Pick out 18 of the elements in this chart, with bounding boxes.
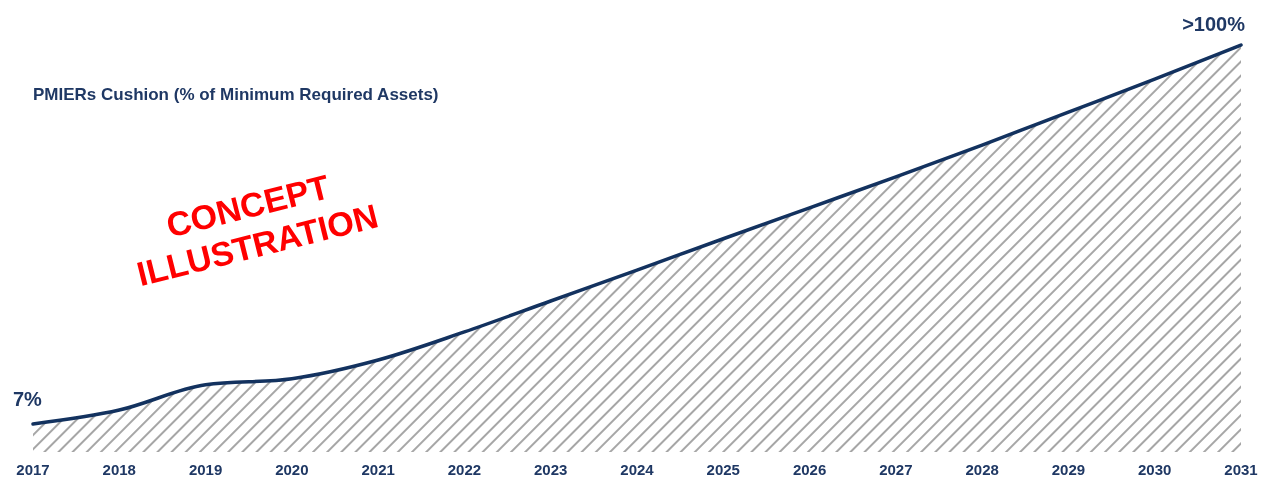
x-tick-label: 2030 [1138,461,1172,478]
x-tick-label: 2019 [188,461,223,478]
x-tick-label: 2027 [879,461,913,478]
x-tick-label: 2029 [1051,461,1086,478]
text: PMIERs Cushion (% of Minimum Required Assets) [33,85,439,104]
annotation: 7% [13,387,43,410]
x-tick-label: 2025 [706,461,740,478]
x-tick-label: 2026 [792,461,827,478]
x-tick-label: 2022 [447,461,482,478]
x-tick-label: 2020 [275,461,309,478]
x-tick-label: 2023 [534,461,568,478]
annotation: >100% [1182,13,1246,35]
x-tick-label: 2031 [1224,461,1258,478]
x-tick-label: 2017 [16,461,50,478]
x-tick-label: 2028 [965,461,999,478]
x-tick-label: 2021 [361,461,395,478]
x-tick-label: 2018 [102,461,136,478]
x-tick-label: 2024 [620,461,655,478]
